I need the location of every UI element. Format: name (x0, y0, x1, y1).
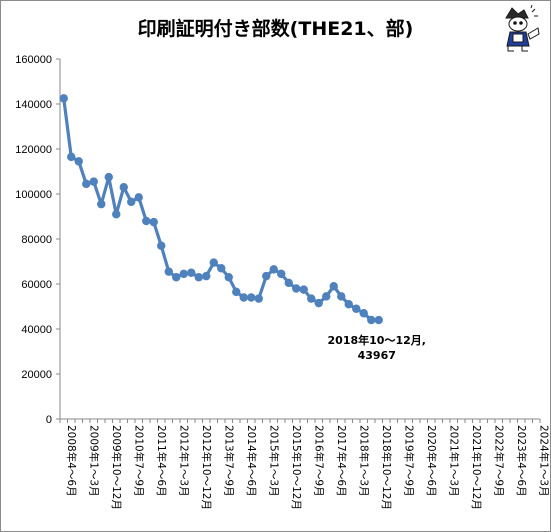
x-tick-label: 2009年10～12月 (110, 425, 123, 510)
annotation-period: 2018年10～12月, (328, 333, 426, 347)
x-tick-label: 2023年4～6月 (515, 425, 528, 497)
chart-title: 印刷証明付き部数(THE21、部) (137, 18, 414, 40)
data-point (359, 309, 368, 318)
data-point (262, 271, 271, 281)
x-tick-label: 2009年1～3月 (87, 425, 100, 497)
data-point (74, 157, 83, 166)
y-tick-label: 160000 (15, 54, 52, 66)
data-point (164, 267, 173, 276)
x-tick-label: 2018年1～3月 (357, 425, 370, 497)
x-tick-label: 2014年4～6月 (245, 425, 258, 497)
data-point (134, 193, 143, 202)
data-point (89, 177, 98, 186)
x-tick-label: 2010年7～9月 (132, 425, 145, 497)
x-tick-label: 2008年4～6月 (65, 425, 78, 497)
y-tick-label: 40000 (21, 324, 52, 336)
data-point (292, 284, 301, 293)
x-tick-label: 2013年7～9月 (222, 425, 235, 497)
x-tick-label: 2021年10～12月 (470, 425, 483, 510)
data-point (112, 210, 121, 219)
data-point (172, 273, 181, 282)
data-point (352, 304, 361, 313)
data-point (367, 315, 376, 325)
y-tick-label: 20000 (21, 369, 52, 381)
data-point (187, 268, 196, 277)
data-point (329, 282, 338, 291)
x-tick-label: 2015年10～12月 (290, 425, 303, 510)
data-point (277, 269, 286, 279)
data-point (224, 273, 233, 282)
data-point (82, 179, 91, 189)
x-tick-label: 2017年4～6月 (335, 425, 348, 497)
data-point (194, 273, 203, 282)
data-point (284, 278, 293, 288)
x-tick-label: 2012年10～12月 (200, 425, 213, 510)
data-point (179, 269, 188, 279)
data-point (157, 241, 166, 250)
y-tick-label: 120000 (15, 144, 52, 156)
data-point (322, 292, 331, 301)
x-tick-label: 2016年7～9月 (312, 425, 325, 497)
data-point (344, 300, 353, 309)
data-point (314, 298, 323, 308)
data-point (247, 293, 256, 302)
annotation-value: 43967 (358, 349, 396, 362)
y-tick-label: 100000 (15, 189, 52, 201)
x-tick-label: 2020年4～6月 (425, 425, 438, 497)
x-tick-label: 2019年7～9月 (402, 425, 415, 497)
mascot-illustration (498, 4, 542, 52)
data-point (59, 94, 68, 103)
y-tick-label: 140000 (15, 99, 52, 111)
data-point (119, 183, 128, 192)
data-point (142, 216, 151, 226)
data-point (232, 287, 241, 297)
x-tick-label: 2015年1～3月 (267, 425, 280, 497)
data-point (307, 294, 316, 303)
x-tick-label: 2024年1～3月 (537, 425, 550, 497)
data-point (209, 258, 218, 267)
data-point (254, 294, 263, 303)
data-point (67, 152, 76, 162)
data-point (374, 315, 383, 325)
data-point (104, 172, 113, 182)
x-tick-label: 2011年4～6月 (155, 425, 168, 497)
y-tick-label: 0 (46, 414, 52, 426)
data-point (269, 265, 278, 274)
data-point (299, 285, 308, 294)
data-point (202, 271, 211, 281)
data-point (97, 199, 106, 209)
x-tick-label: 2021年1～3月 (447, 425, 460, 497)
x-tick-label: 2018年10～12月 (380, 425, 393, 510)
data-point (337, 292, 346, 301)
data-point (127, 197, 136, 207)
x-tick-label: 2012年1～3月 (177, 425, 190, 497)
data-point (149, 217, 158, 227)
data-point (217, 264, 226, 273)
y-tick-label: 80000 (21, 234, 52, 246)
y-tick-label: 60000 (21, 279, 52, 291)
x-tick-label: 2022年7～9月 (492, 425, 505, 497)
data-point (239, 293, 248, 302)
